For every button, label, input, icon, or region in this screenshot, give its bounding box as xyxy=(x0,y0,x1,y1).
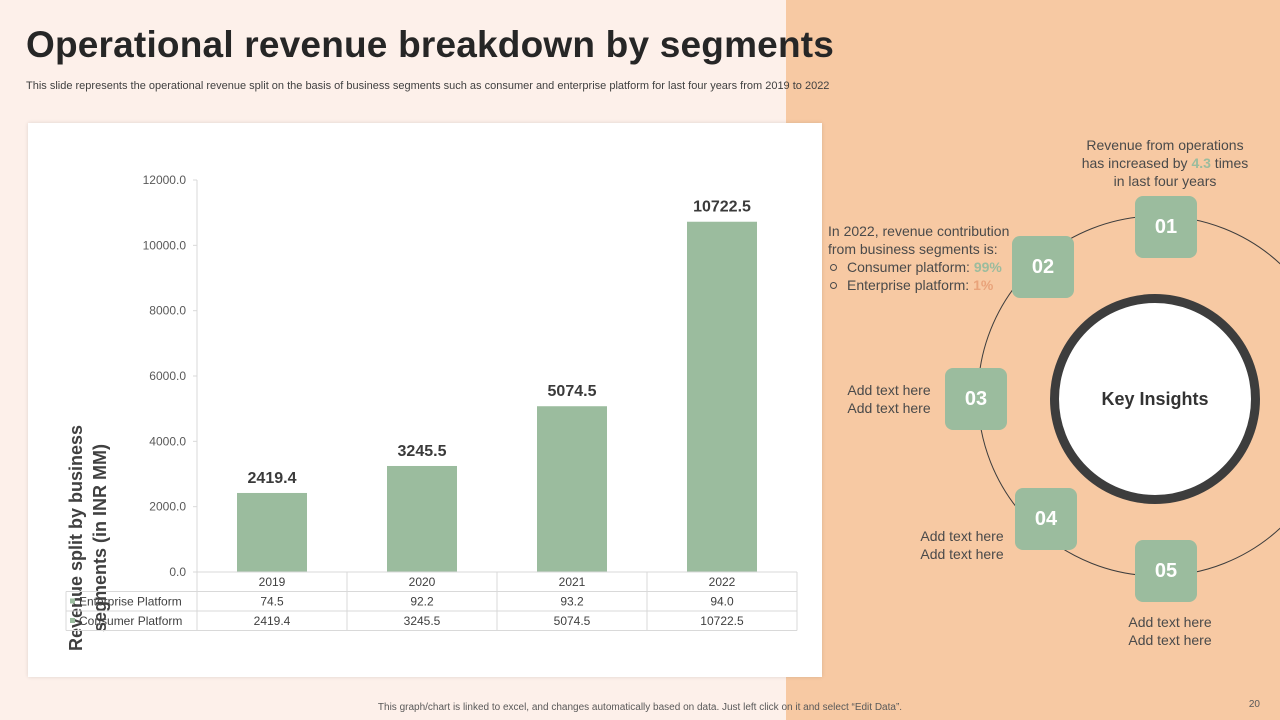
y-tick-label-0: 0.0 xyxy=(169,565,186,579)
y-tick-label-4: 8000.0 xyxy=(149,304,186,318)
note2-line2: from business segments is: xyxy=(828,241,998,257)
insight-note-1: Revenue from operations has increased by… xyxy=(1060,136,1270,190)
note2-bullet1-label: Consumer platform: xyxy=(847,259,974,275)
note2-bullets: Consumer platform: 99% Enterprise platfo… xyxy=(828,258,1028,294)
y-tick-label-3: 6000.0 xyxy=(149,369,186,383)
chart-card: 0.0 2000.0 4000.0 6000.0 8000.0 10000.0 12000.… xyxy=(28,123,822,677)
note2-bullet-consumer: Consumer platform: 99% xyxy=(828,258,1028,276)
badge-01-label: 01 xyxy=(1154,215,1178,238)
legend-key-1 xyxy=(70,618,75,623)
badge-02: 02 xyxy=(1012,236,1074,298)
data-label-2020: 3245.5 xyxy=(398,443,447,460)
series-name-1: Consumer Platform xyxy=(79,614,182,628)
badge-04-label: 04 xyxy=(1034,507,1058,530)
note2-line1: In 2022, revenue contribution xyxy=(828,223,1010,239)
insight-note-2: In 2022, revenue contribution from busin… xyxy=(828,222,1028,294)
data-label-2019: 2419.4 xyxy=(248,470,297,487)
y-tick-label-1: 2000.0 xyxy=(149,500,186,514)
table-cell-0-1: 92.2 xyxy=(410,595,434,609)
note4-line1: Add text here xyxy=(920,528,1004,544)
insight-note-4: Add text here Add text here xyxy=(906,527,1018,563)
insight-note-3: Add text here Add text here xyxy=(834,381,944,417)
revenue-bar-chart: 0.0 2000.0 4000.0 6000.0 8000.0 10000.0 12000.… xyxy=(65,173,798,651)
note1-value: 4.3 xyxy=(1191,155,1211,171)
footer-note: This graph/chart is linked to excel, and… xyxy=(377,702,903,713)
data-label-2022: 10722.5 xyxy=(693,199,751,216)
series-name-0: Enterprise Platform xyxy=(79,595,182,609)
bar-2022 xyxy=(687,221,757,572)
note3-line1: Add text here xyxy=(847,382,931,398)
note4-line2: Add text here xyxy=(920,546,1004,562)
data-label-2021: 5074.5 xyxy=(548,383,597,400)
badge-02-label: 02 xyxy=(1031,255,1055,278)
y-tick-label-6: 12000.0 xyxy=(143,173,187,187)
x-category-label-2019: 2019 xyxy=(259,575,286,589)
bar-2021 xyxy=(537,406,607,572)
note2-bullet2-value: 1% xyxy=(973,277,994,293)
y-axis-title-line1: Revenue split by business xyxy=(66,425,86,651)
y-axis-title: Revenue split by business segments (in IN… xyxy=(66,425,110,651)
note1-mid-pre: has increased by xyxy=(1081,155,1192,171)
page-subtitle: This slide represents the operational re… xyxy=(26,80,830,92)
y-tick-label-2: 4000.0 xyxy=(149,434,186,448)
note1-line1: Revenue from operations xyxy=(1086,137,1244,153)
note5-line1: Add text here xyxy=(1128,614,1212,630)
legend-key-0 xyxy=(70,598,75,604)
table-cell-1-0: 2419.4 xyxy=(254,614,291,628)
table-cell-0-0: 74.5 xyxy=(260,595,284,609)
badge-04: 04 xyxy=(1015,488,1077,550)
table-cell-1-2: 5074.5 xyxy=(554,614,591,628)
x-category-label-2022: 2022 xyxy=(709,575,736,589)
key-insights-label: Key Insights xyxy=(1101,388,1209,409)
note5-line2: Add text here xyxy=(1128,632,1212,648)
bar-2020 xyxy=(387,465,457,572)
note2-bullet-enterprise: Enterprise platform: 1% xyxy=(828,276,1028,294)
insight-note-5: Add text here Add text here xyxy=(1114,613,1226,649)
badge-03: 03 xyxy=(945,368,1007,430)
table-cell-1-1: 3245.5 xyxy=(404,614,441,628)
note1-mid-post: times xyxy=(1210,155,1249,171)
note1-line3: in last four years xyxy=(1113,173,1217,189)
y-tick-label-5: 10000.0 xyxy=(143,238,187,252)
note2-bullet2-label: Enterprise platform: xyxy=(847,277,974,293)
page-title: Operational revenue breakdown by segment… xyxy=(26,24,835,65)
x-category-label-2021: 2021 xyxy=(559,575,586,589)
table-cell-0-3: 94.0 xyxy=(710,595,734,609)
note2-bullet1-value: 99% xyxy=(973,259,1002,275)
y-axis-title-line2: segments (in INR MM) xyxy=(90,444,110,632)
badge-01: 01 xyxy=(1135,196,1197,258)
note3-line2: Add text here xyxy=(847,400,931,416)
note1-line2: has increased by 4.3 times xyxy=(1060,154,1270,172)
badge-03-label: 03 xyxy=(964,387,988,410)
key-insights-circle: Key Insights xyxy=(1050,294,1260,504)
bar-2019 xyxy=(237,492,307,572)
page-number: 20 xyxy=(1248,699,1260,710)
table-cell-0-2: 93.2 xyxy=(560,595,584,609)
badge-05: 05 xyxy=(1135,540,1197,602)
table-cell-1-3: 10722.5 xyxy=(700,614,744,628)
badge-05-label: 05 xyxy=(1154,559,1178,582)
x-category-label-2020: 2020 xyxy=(409,575,436,589)
